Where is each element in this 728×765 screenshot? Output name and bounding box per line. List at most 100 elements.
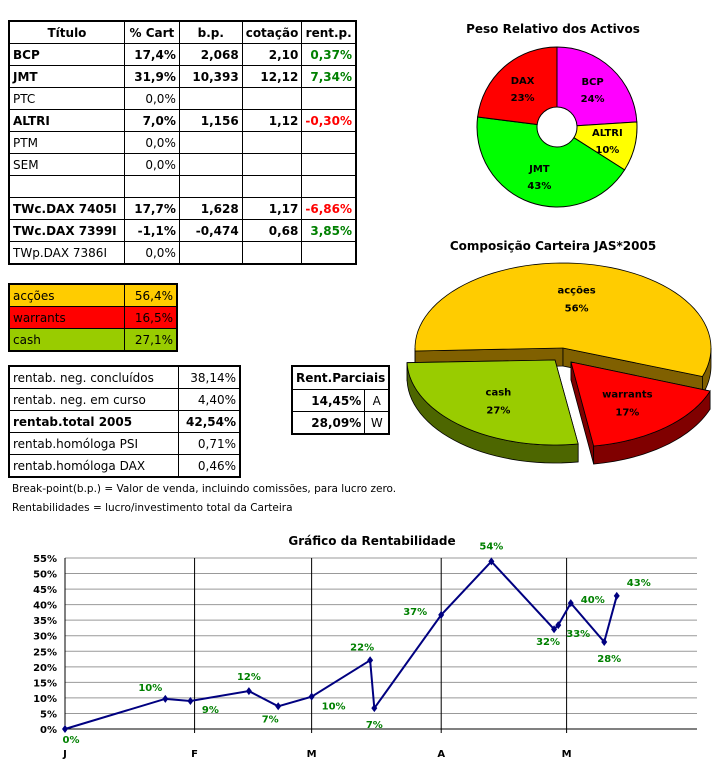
returns-row: rentab. neg. concluídos 38,14% — [8, 365, 241, 389]
cell-bp: 1,628 — [178, 197, 243, 220]
returns-value: 0,46% — [178, 454, 241, 478]
partial-value: 14,45% — [291, 389, 366, 412]
data-point-marker — [601, 637, 608, 646]
cell-cart: -1,1% — [123, 219, 180, 242]
composition-value: 27,1% — [124, 328, 178, 352]
data-label: 54% — [479, 541, 503, 552]
donut-percent: 24% — [581, 94, 605, 105]
data-point-marker — [308, 692, 315, 701]
table-row: JMT 31,9% 10,393 12,12 7,34% — [8, 65, 357, 88]
y-tick-label: 45% — [33, 585, 57, 596]
returns-label: rentab.total 2005 — [8, 410, 179, 433]
returns-value: 4,40% — [178, 388, 241, 411]
y-tick-label: 35% — [33, 616, 57, 627]
cell-rent — [301, 241, 357, 265]
y-tick-label: 5% — [40, 709, 57, 720]
y-tick-label: 50% — [33, 570, 57, 581]
returns-row: rentab.total 2005 42,54% — [8, 410, 241, 433]
data-point-marker — [245, 687, 252, 696]
cell-rent: 0,37% — [301, 43, 357, 66]
partial-header: Rent.Parciais — [291, 365, 390, 390]
cell-titulo: TWc.DAX 7399I — [8, 219, 125, 242]
data-point-marker — [551, 625, 558, 634]
returns-label: rentab.homóloga PSI — [8, 432, 179, 455]
donut-percent: 43% — [527, 181, 551, 192]
composition-label: warrants — [8, 306, 125, 329]
cell-bp: 10,393 — [178, 65, 243, 88]
table-row: TWc.DAX 7399I -1,1% -0,474 0,68 3,85% — [8, 219, 357, 242]
pie3d-percent: 17% — [615, 407, 639, 418]
cell-cotacao: 0,68 — [241, 219, 303, 242]
donut-label: ALTRI — [592, 128, 623, 139]
donut-slice-altri — [573, 121, 638, 171]
cell-rent: 7,34% — [301, 65, 357, 88]
cell-bp: -0,474 — [178, 219, 243, 242]
partial-value: 28,09% — [291, 411, 366, 435]
y-tick-label: 40% — [33, 601, 57, 612]
data-label: 10% — [322, 702, 346, 713]
pie3d-percent: 56% — [565, 304, 589, 315]
donut-title: Peso Relativo dos Activos — [466, 22, 640, 36]
composition-label: acções — [8, 283, 125, 307]
data-point-marker — [438, 610, 445, 619]
pie3d-slice-cash — [406, 359, 579, 446]
data-label: 7% — [262, 714, 279, 725]
pie3d-label: acções — [557, 286, 595, 297]
x-tick-label: M — [307, 749, 317, 760]
note-breakpoint: Break-point(b.p.) = Valor de venda, incl… — [12, 483, 397, 495]
pie3d-slice-warrants — [570, 361, 711, 447]
data-label: 9% — [202, 705, 219, 716]
y-tick-label: 55% — [33, 554, 57, 565]
returns-label: rentab. neg. em curso — [8, 388, 179, 411]
data-label: 12% — [237, 672, 261, 683]
data-label: 32% — [536, 637, 560, 648]
pie3d-label: cash — [486, 387, 512, 398]
cell-bp: 1,156 — [178, 109, 243, 132]
data-label: 10% — [138, 683, 162, 694]
x-tick-label: F — [191, 749, 198, 760]
x-tick-label: A — [437, 749, 445, 760]
data-point-marker — [555, 621, 562, 630]
y-tick-label: 25% — [33, 647, 57, 658]
header-cart: % Cart — [123, 20, 180, 44]
cell-cart: 0,0% — [123, 241, 180, 265]
data-point-marker — [62, 725, 68, 733]
returns-table: rentab. neg. concluídos 38,14% rentab. neg… — [8, 365, 241, 478]
data-label: 37% — [403, 607, 427, 618]
returns-row: rentab. neg. em curso 4,40% — [8, 388, 241, 411]
data-label: 22% — [350, 642, 374, 653]
table-row: BCP 17,4% 2,068 2,10 0,37% — [8, 43, 357, 66]
returns-row: rentab.homóloga PSI 0,71% — [8, 432, 241, 455]
donut-label: BCP — [581, 77, 603, 88]
data-label: 0% — [63, 735, 80, 746]
header-rent: rent.p. — [301, 20, 357, 44]
table-row: TWp.DAX 7386I 0,0% — [8, 241, 357, 265]
y-tick-label: 10% — [33, 694, 57, 705]
data-point-marker — [371, 704, 378, 713]
data-point-marker — [275, 702, 282, 711]
returns-value: 42,54% — [178, 410, 241, 433]
y-tick-label: 20% — [33, 663, 57, 674]
returns-label: rentab.homóloga DAX — [8, 454, 179, 478]
header-bp: b.p. — [178, 20, 243, 44]
note-rentabilidades: Rentabilidades = lucro/investimento tota… — [12, 502, 293, 514]
pie3d-title: Composição Carteira JAS*2005 — [450, 239, 656, 253]
holdings-header: Título % Cart b.p. cotação rent.p. — [8, 20, 357, 44]
table-row: SEM 0,0% — [8, 153, 357, 176]
partial-returns-table: Rent.Parciais 14,45% A 28,09% W — [291, 365, 391, 435]
data-point-marker — [567, 599, 574, 608]
holdings-table: Título % Cart b.p. cotação rent.p. BCP 17… — [8, 20, 357, 265]
data-label: 43% — [627, 578, 651, 589]
y-tick-label: 0% — [40, 725, 57, 736]
cell-cotacao: 1,17 — [241, 197, 303, 220]
data-point-marker — [613, 591, 620, 600]
data-point-marker — [162, 694, 169, 703]
returns-label: rentab. neg. concluídos — [8, 365, 179, 389]
donut-percent: 23% — [511, 93, 535, 104]
donut-slice-jmt — [476, 116, 626, 208]
table-row: TWc.DAX 7405I 17,7% 1,628 1,17 -6,86% — [8, 197, 357, 220]
donut-label: JMT — [528, 164, 550, 175]
returns-row: rentab.homóloga DAX 0,46% — [8, 454, 241, 478]
data-label: 28% — [597, 654, 621, 665]
